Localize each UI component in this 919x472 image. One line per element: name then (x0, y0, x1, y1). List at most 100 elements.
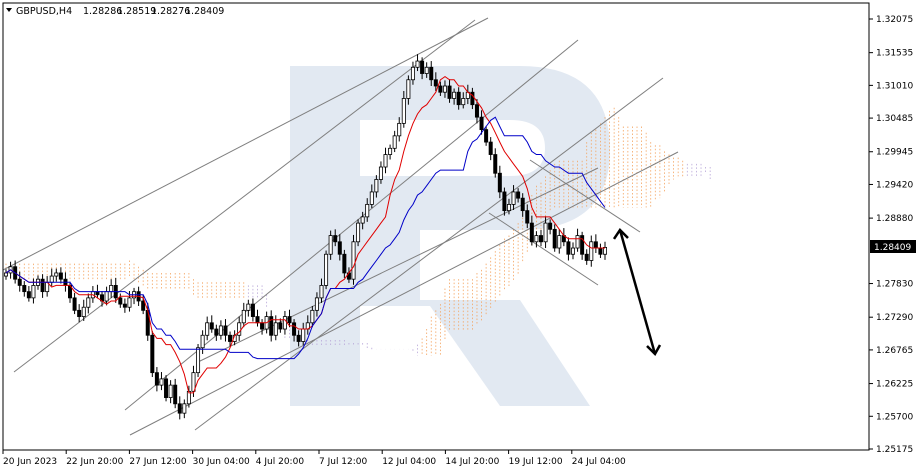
candle (4, 269, 9, 280)
candle-body (250, 303, 255, 317)
candle (228, 331, 233, 347)
candle (296, 330, 301, 347)
x-tick-label: 19 Jul 12:00 (509, 457, 563, 467)
x-tick-label: 14 Jul 20:00 (445, 457, 499, 467)
candle-body (534, 235, 539, 243)
candle (54, 268, 59, 282)
arrow-shaft (618, 229, 657, 355)
ichimoku-cloud (5, 107, 711, 356)
candle (58, 267, 63, 284)
y-tick-label: 1.28880 (876, 214, 913, 224)
candle (461, 92, 466, 109)
tenkan-line (5, 75, 605, 394)
candle-body (351, 241, 356, 280)
candle-body (493, 154, 498, 174)
candle (314, 292, 319, 317)
candle (424, 62, 429, 78)
candle-body (420, 60, 425, 74)
trendline (197, 167, 599, 363)
candle-body (214, 328, 219, 336)
candle (548, 219, 553, 235)
price-axis: 1.32075 1.31535 1.31010 1.30485 1.29945 1.294… (869, 15, 913, 455)
candle-body (388, 147, 393, 155)
candle (154, 367, 159, 392)
candle-body (282, 316, 287, 330)
x-tick-label: 4 Jul 20:00 (256, 457, 305, 467)
candle (392, 130, 397, 153)
candle (378, 161, 383, 184)
candle-body (429, 66, 434, 81)
candle (447, 79, 452, 103)
candle (488, 137, 493, 161)
candle-body (273, 322, 278, 336)
candle (406, 75, 411, 105)
candle-body (95, 291, 100, 296)
candle-body (461, 98, 466, 106)
candle-body (54, 272, 59, 277)
candle (72, 292, 77, 315)
candle (200, 330, 205, 354)
candle-body (237, 322, 242, 336)
candle-body (410, 66, 415, 81)
candle (246, 299, 251, 317)
candle-body (470, 91, 475, 106)
candle-body (378, 166, 383, 180)
candle (433, 72, 438, 91)
candle-body (484, 129, 489, 143)
candle-body (474, 104, 479, 118)
forecast-arrow (612, 227, 662, 357)
candle-body (246, 303, 251, 311)
candle-body (72, 297, 77, 311)
y-tick-label: 1.30485 (876, 114, 913, 124)
candle (118, 293, 123, 308)
candle-body (598, 247, 603, 255)
candle (552, 224, 557, 252)
candle-body (369, 191, 374, 205)
candle-body (58, 272, 63, 280)
candle-body (301, 328, 306, 342)
candle-body (520, 197, 525, 212)
candle-body (433, 79, 438, 87)
candle (388, 144, 393, 160)
trendlines (2, 17, 679, 436)
candle-body (118, 297, 123, 305)
candle (474, 99, 479, 124)
candle (278, 318, 283, 333)
candle (81, 299, 86, 321)
candle (566, 237, 571, 261)
candle (557, 229, 562, 254)
candle-body (438, 85, 443, 93)
candle (561, 228, 566, 247)
candle (589, 235, 594, 267)
candle-body (218, 325, 223, 336)
candle-body (356, 222, 361, 243)
candle-body (209, 322, 214, 330)
candle-body (287, 316, 292, 324)
candle-body (603, 246, 608, 255)
candle (255, 309, 260, 327)
candle (214, 324, 219, 341)
indicator-lines (5, 75, 606, 394)
candle (173, 378, 178, 409)
current-price-label: 1.28409 (874, 243, 911, 253)
candle-body (383, 154, 388, 168)
candle-body (488, 141, 493, 155)
watermark-logo (290, 66, 610, 406)
close-value: 1.28409 (185, 6, 224, 17)
candle (342, 249, 347, 278)
trendline (529, 159, 641, 233)
candle (516, 188, 521, 203)
candle-body (557, 235, 562, 249)
candle-body (205, 322, 210, 336)
candle (479, 110, 484, 135)
candle (177, 396, 182, 420)
candle (287, 309, 292, 328)
candle (150, 330, 155, 378)
candle-body (182, 403, 187, 414)
candle-body (319, 285, 324, 299)
y-tick-label: 1.25700 (876, 412, 913, 422)
current-price-marker: 1.28409 (870, 240, 916, 253)
candle (209, 315, 214, 333)
candle-body (150, 334, 155, 374)
